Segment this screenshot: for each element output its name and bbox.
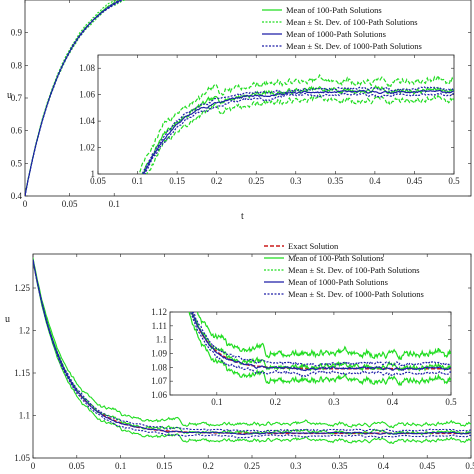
bottom-ylabel: u xyxy=(5,314,10,325)
y-tick-label: 1.11 xyxy=(152,321,167,331)
x-tick-label: 0.1 xyxy=(109,199,120,209)
x-tick-label: 0 xyxy=(31,461,36,471)
y-tick-label: 1.06 xyxy=(151,390,167,400)
sd100-upper-line xyxy=(138,73,454,174)
sd1000-upper-line xyxy=(141,86,454,174)
x-tick-label: 0.35 xyxy=(327,176,343,186)
series-group xyxy=(188,312,451,387)
top-legend-item: Mean of 100-Path Solutions xyxy=(286,5,382,15)
plot-frame xyxy=(97,54,455,175)
y-tick-label: 1.1 xyxy=(156,335,167,345)
x-tick-label: 0.3 xyxy=(328,397,340,407)
x-tick-label: 0.1 xyxy=(211,397,222,407)
x-tick-label: 0.1 xyxy=(115,461,126,471)
mean1000-line xyxy=(33,259,471,436)
y-tick-label: 1.2 xyxy=(19,326,30,336)
top-ylabel: u xyxy=(7,90,12,101)
y-tick-label: 1.09 xyxy=(151,349,167,359)
y-tick-label: 1.08 xyxy=(151,362,167,372)
x-tick-label: 0.2 xyxy=(270,397,281,407)
x-tick-label: 0.15 xyxy=(169,176,185,186)
x-tick-label: 0 xyxy=(23,199,28,209)
y-tick-label: 1.07 xyxy=(151,376,167,386)
y-tick-label: 1.05 xyxy=(14,453,30,463)
y-tick-label: 0.6 xyxy=(11,126,23,136)
mean1000-line xyxy=(142,89,454,174)
x-tick-label: 0.1 xyxy=(132,176,143,186)
sd100-upper-line xyxy=(33,257,471,429)
x-tick-label: 0.05 xyxy=(90,176,106,186)
x-tick-label: 0.45 xyxy=(419,461,435,471)
y-tick-label: 1.08 xyxy=(79,63,95,73)
bottom-legend-item: Mean of 1000-Path Solutions xyxy=(288,277,388,287)
y-tick-label: 1.15 xyxy=(14,368,30,378)
sd100-lower-line xyxy=(145,93,454,174)
y-tick-label: 1.02 xyxy=(79,143,95,153)
x-tick-label: 0.5 xyxy=(465,461,474,471)
x-tick-label: 0.5 xyxy=(448,176,460,186)
x-tick-label: 0.2 xyxy=(203,461,214,471)
x-tick-label: 0.05 xyxy=(69,461,85,471)
sd100-upper-line xyxy=(196,312,451,361)
y-tick-label: 1.12 xyxy=(151,307,167,317)
bottom-legend: Exact Solution Mean of 100-Path Solution… xyxy=(264,241,424,299)
y-tick-label: 1 xyxy=(91,169,96,179)
bottom-legend-item: Mean ± St. Dev. of 100-Path Solutions xyxy=(288,265,420,275)
y-tick-label: 0.5 xyxy=(11,158,23,168)
top-legend-item: Mean ± St. Dev. of 1000-Path Solutions xyxy=(286,41,422,51)
y-tick-label: 0.8 xyxy=(11,60,23,70)
x-tick-label: 0.35 xyxy=(332,461,348,471)
mean1000-line xyxy=(191,312,451,372)
top-legend-item: Mean of 1000-Path Solutions xyxy=(286,29,386,39)
y-tick-label: 1.04 xyxy=(79,116,95,126)
y-tick-label: 1.25 xyxy=(14,283,30,293)
bottom-panel: u 0 0.05 0.1 0.15 0.2 0.25 0.3 0.35 0.4 0.45 0.5 1.… xyxy=(5,241,474,471)
series-group xyxy=(25,0,127,196)
x-tick-label: 0.4 xyxy=(369,176,381,186)
y-tick-label: 0.9 xyxy=(11,28,23,38)
y-tick-label: 0.4 xyxy=(11,191,23,201)
series-group xyxy=(138,73,454,174)
bottom-legend-item: Mean ± St. Dev. of 1000-Path Solutions xyxy=(288,289,424,299)
sd1000-lower-line xyxy=(189,312,451,378)
x-tick-label: 0.2 xyxy=(211,176,222,186)
y-tick-label: 1.06 xyxy=(79,90,95,100)
x-tick-label: 0.15 xyxy=(157,461,173,471)
top-xlabel: t xyxy=(241,211,244,222)
top-legend: Mean of 100-Path Solutions Mean ± St. De… xyxy=(262,5,422,51)
x-tick-label: 0.3 xyxy=(290,176,302,186)
x-tick-label: 0.5 xyxy=(445,397,457,407)
x-tick-label: 0.45 xyxy=(407,176,423,186)
x-tick-label: 0.3 xyxy=(290,461,302,471)
x-tick-label: 0.25 xyxy=(248,176,264,186)
series-group xyxy=(33,257,471,445)
sd1000-lower-line xyxy=(33,260,471,439)
mean1000-line xyxy=(25,0,123,196)
bottom-legend-item: Exact Solution xyxy=(288,241,339,251)
y-tick-label: 0.7 xyxy=(11,93,23,103)
bottom-inset-plot: 0.1 0.2 0.3 0.4 0.5 1.06 1.07 1.08 1.09 1.1 1.11 1.… xyxy=(151,307,457,407)
sd100-lower-line xyxy=(188,312,451,387)
mean100-line xyxy=(33,258,471,436)
bottom-legend-item: Mean of 100-Path Solutions xyxy=(288,253,384,263)
x-tick-label: 0.4 xyxy=(387,397,399,407)
mean100-line xyxy=(191,312,451,372)
top-legend-item: Mean ± St. Dev. of 100-Path Solutions xyxy=(286,17,418,27)
sd1000-upper-line xyxy=(192,312,451,368)
top-panel: u t 0 0.05 0.1 0.4 0.5 0.6 0.7 0.8 0.9 Mean of 1… xyxy=(7,0,472,222)
top-inset-plot: 0.05 0.1 0.15 0.2 0.25 0.3 0.35 0.4 0.45 0.5 1 1.02… xyxy=(79,54,460,186)
x-tick-label: 0.4 xyxy=(378,461,390,471)
x-tick-label: 0.05 xyxy=(62,199,78,209)
y-tick-label: 1.1 xyxy=(19,411,30,421)
x-tick-label: 0.25 xyxy=(244,461,260,471)
sd100-lower-line xyxy=(33,260,471,445)
